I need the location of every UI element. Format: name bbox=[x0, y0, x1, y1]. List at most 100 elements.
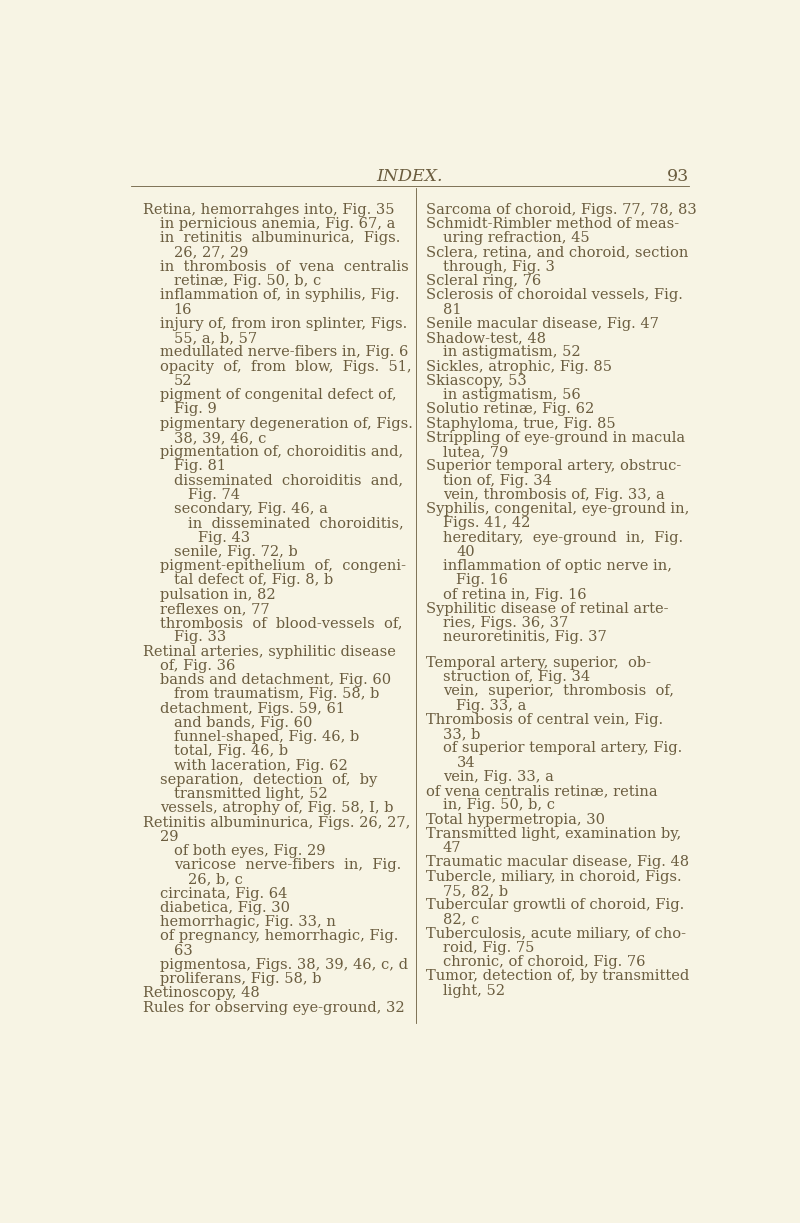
Text: Retinoscopy, 48: Retinoscopy, 48 bbox=[142, 987, 259, 1000]
Text: vessels, atrophy of, Fig. 58, I, b: vessels, atrophy of, Fig. 58, I, b bbox=[160, 801, 393, 816]
Text: 33, b: 33, b bbox=[442, 728, 480, 741]
Text: 29: 29 bbox=[160, 829, 178, 844]
Text: Transmitted light, examination by,: Transmitted light, examination by, bbox=[426, 827, 681, 841]
Text: through, Fig. 3: through, Fig. 3 bbox=[442, 260, 554, 274]
Text: hereditary,  eye-ground  in,  Fig.: hereditary, eye-ground in, Fig. bbox=[442, 531, 682, 544]
Text: pulsation in, 82: pulsation in, 82 bbox=[160, 587, 275, 602]
Text: 40: 40 bbox=[457, 545, 475, 559]
Text: in astigmatism, 52: in astigmatism, 52 bbox=[442, 345, 580, 360]
Text: 34: 34 bbox=[457, 756, 475, 769]
Text: secondary, Fig. 46, a: secondary, Fig. 46, a bbox=[174, 503, 327, 516]
Text: funnel-shaped, Fig. 46, b: funnel-shaped, Fig. 46, b bbox=[174, 730, 359, 744]
Text: bands and detachment, Fig. 60: bands and detachment, Fig. 60 bbox=[160, 673, 391, 687]
Text: Schmidt-Rimbler method of meas-: Schmidt-Rimbler method of meas- bbox=[426, 218, 678, 231]
Text: 47: 47 bbox=[442, 841, 461, 855]
Text: proliferans, Fig. 58, b: proliferans, Fig. 58, b bbox=[160, 972, 321, 986]
Text: Temporal artery, superior,  ob-: Temporal artery, superior, ob- bbox=[426, 656, 650, 670]
Text: neuroretinitis, Fig. 37: neuroretinitis, Fig. 37 bbox=[442, 630, 606, 645]
Text: transmitted light, 52: transmitted light, 52 bbox=[174, 788, 327, 801]
Text: 93: 93 bbox=[666, 169, 689, 186]
Text: Fig. 33: Fig. 33 bbox=[174, 630, 226, 645]
Text: hemorrhagic, Fig. 33, n: hemorrhagic, Fig. 33, n bbox=[160, 915, 335, 929]
Text: in  disseminated  choroiditis,: in disseminated choroiditis, bbox=[187, 516, 403, 531]
Text: inflammation of optic nerve in,: inflammation of optic nerve in, bbox=[442, 559, 671, 574]
Text: roid, Fig. 75: roid, Fig. 75 bbox=[442, 940, 534, 955]
Text: Thrombosis of central vein, Fig.: Thrombosis of central vein, Fig. bbox=[426, 713, 662, 726]
Text: of retina in, Fig. 16: of retina in, Fig. 16 bbox=[442, 587, 586, 602]
Text: in, Fig. 50, b, c: in, Fig. 50, b, c bbox=[442, 799, 554, 812]
Text: pigmentary degeneration of, Figs.: pigmentary degeneration of, Figs. bbox=[160, 417, 413, 430]
Text: from traumatism, Fig. 58, b: from traumatism, Fig. 58, b bbox=[174, 687, 379, 701]
Text: pigmentation of, choroiditis and,: pigmentation of, choroiditis and, bbox=[160, 445, 403, 459]
Text: chronic, of choroid, Fig. 76: chronic, of choroid, Fig. 76 bbox=[442, 955, 645, 969]
Text: pigmentosa, Figs. 38, 39, 46, c, d: pigmentosa, Figs. 38, 39, 46, c, d bbox=[160, 958, 408, 972]
Text: lutea, 79: lutea, 79 bbox=[442, 445, 508, 459]
Text: Total hypermetropia, 30: Total hypermetropia, 30 bbox=[426, 812, 605, 827]
Text: inflammation of, in syphilis, Fig.: inflammation of, in syphilis, Fig. bbox=[160, 289, 399, 302]
Text: 63: 63 bbox=[174, 944, 192, 958]
Text: in pernicious anemia, Fig. 67, a: in pernicious anemia, Fig. 67, a bbox=[160, 218, 395, 231]
Text: 16: 16 bbox=[174, 302, 192, 317]
Text: Staphyloma, true, Fig. 85: Staphyloma, true, Fig. 85 bbox=[426, 417, 615, 430]
Text: Figs. 41, 42: Figs. 41, 42 bbox=[442, 516, 530, 531]
Text: varicose  nerve-fibers  in,  Fig.: varicose nerve-fibers in, Fig. bbox=[174, 859, 401, 872]
Text: senile, Fig. 72, b: senile, Fig. 72, b bbox=[174, 545, 298, 559]
Text: in  retinitis  albuminurica,  Figs.: in retinitis albuminurica, Figs. bbox=[160, 231, 400, 246]
Text: and bands, Fig. 60: and bands, Fig. 60 bbox=[174, 715, 312, 730]
Text: Syphilitic disease of retinal arte-: Syphilitic disease of retinal arte- bbox=[426, 602, 668, 616]
Text: 75, 82, b: 75, 82, b bbox=[442, 884, 508, 898]
Text: Shadow-test, 48: Shadow-test, 48 bbox=[426, 331, 546, 345]
Text: Fig. 16: Fig. 16 bbox=[457, 574, 509, 587]
Text: circinata, Fig. 64: circinata, Fig. 64 bbox=[160, 887, 287, 900]
Text: of pregnancy, hemorrhagic, Fig.: of pregnancy, hemorrhagic, Fig. bbox=[160, 929, 398, 943]
Text: Skiascopy, 53: Skiascopy, 53 bbox=[426, 374, 526, 388]
Text: light, 52: light, 52 bbox=[442, 983, 505, 998]
Text: Sarcoma of choroid, Figs. 77, 78, 83: Sarcoma of choroid, Figs. 77, 78, 83 bbox=[426, 203, 696, 216]
Text: thrombosis  of  blood-vessels  of,: thrombosis of blood-vessels of, bbox=[160, 616, 402, 630]
Text: Superior temporal artery, obstruc-: Superior temporal artery, obstruc- bbox=[426, 460, 681, 473]
Text: 82, c: 82, c bbox=[442, 912, 478, 926]
Text: Syphilis, congenital, eye-ground in,: Syphilis, congenital, eye-ground in, bbox=[426, 503, 689, 516]
Text: pigment of congenital defect of,: pigment of congenital defect of, bbox=[160, 388, 396, 402]
Text: of both eyes, Fig. 29: of both eyes, Fig. 29 bbox=[174, 844, 325, 859]
Text: in astigmatism, 56: in astigmatism, 56 bbox=[442, 388, 580, 402]
Text: Sclera, retina, and choroid, section: Sclera, retina, and choroid, section bbox=[426, 246, 688, 259]
Text: Fig. 74: Fig. 74 bbox=[187, 488, 239, 501]
Text: Tubercle, miliary, in choroid, Figs.: Tubercle, miliary, in choroid, Figs. bbox=[426, 870, 681, 884]
Text: Senile macular disease, Fig. 47: Senile macular disease, Fig. 47 bbox=[426, 317, 658, 331]
Text: total, Fig. 46, b: total, Fig. 46, b bbox=[174, 745, 288, 758]
Text: reflexes on, 77: reflexes on, 77 bbox=[160, 602, 270, 616]
Text: Rules for observing eye-ground, 32: Rules for observing eye-ground, 32 bbox=[142, 1000, 404, 1015]
Text: Retinal arteries, syphilitic disease: Retinal arteries, syphilitic disease bbox=[142, 645, 395, 658]
Text: Fig. 33, a: Fig. 33, a bbox=[457, 698, 527, 713]
Text: Fig. 43: Fig. 43 bbox=[198, 531, 250, 544]
Text: Strippling of eye-ground in macula: Strippling of eye-ground in macula bbox=[426, 430, 685, 445]
Text: tal defect of, Fig. 8, b: tal defect of, Fig. 8, b bbox=[174, 574, 333, 587]
Text: in  thrombosis  of  vena  centralis: in thrombosis of vena centralis bbox=[160, 260, 409, 274]
Text: separation,  detection  of,  by: separation, detection of, by bbox=[160, 773, 377, 786]
Text: Sclerosis of choroidal vessels, Fig.: Sclerosis of choroidal vessels, Fig. bbox=[426, 289, 682, 302]
Text: Retina, hemorrahges into, Fig. 35: Retina, hemorrahges into, Fig. 35 bbox=[142, 203, 394, 216]
Text: 52: 52 bbox=[174, 374, 192, 388]
Text: Retinitis albuminurica, Figs. 26, 27,: Retinitis albuminurica, Figs. 26, 27, bbox=[142, 816, 410, 829]
Text: struction of, Fig. 34: struction of, Fig. 34 bbox=[442, 670, 590, 684]
Text: disseminated  choroiditis  and,: disseminated choroiditis and, bbox=[174, 473, 402, 488]
Text: vein, Fig. 33, a: vein, Fig. 33, a bbox=[442, 770, 554, 784]
Text: Tubercular growtli of choroid, Fig.: Tubercular growtli of choroid, Fig. bbox=[426, 898, 684, 912]
Text: INDEX.: INDEX. bbox=[377, 169, 443, 186]
Text: vein, thrombosis of, Fig. 33, a: vein, thrombosis of, Fig. 33, a bbox=[442, 488, 664, 501]
Text: with laceration, Fig. 62: with laceration, Fig. 62 bbox=[174, 758, 347, 773]
Text: Fig. 9: Fig. 9 bbox=[174, 402, 216, 416]
Text: 26, 27, 29: 26, 27, 29 bbox=[174, 246, 248, 259]
Text: Tuberculosis, acute miliary, of cho-: Tuberculosis, acute miliary, of cho- bbox=[426, 927, 686, 940]
Text: of, Fig. 36: of, Fig. 36 bbox=[160, 659, 235, 673]
Text: 81: 81 bbox=[442, 302, 461, 317]
Text: detachment, Figs. 59, 61: detachment, Figs. 59, 61 bbox=[160, 702, 345, 715]
Text: ries, Figs. 36, 37: ries, Figs. 36, 37 bbox=[442, 616, 568, 630]
Text: tion of, Fig. 34: tion of, Fig. 34 bbox=[442, 473, 551, 488]
Text: of superior temporal artery, Fig.: of superior temporal artery, Fig. bbox=[442, 741, 682, 756]
Text: retinæ, Fig. 50, b, c: retinæ, Fig. 50, b, c bbox=[174, 274, 321, 289]
Text: diabetica, Fig. 30: diabetica, Fig. 30 bbox=[160, 901, 290, 915]
Text: uring refraction, 45: uring refraction, 45 bbox=[442, 231, 589, 246]
Text: Scleral ring, 76: Scleral ring, 76 bbox=[426, 274, 541, 289]
